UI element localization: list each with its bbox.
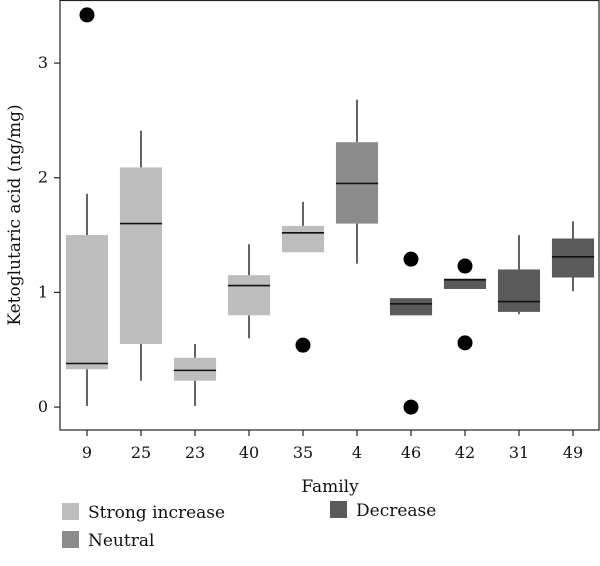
y-tick-label: 3 — [38, 53, 48, 72]
outlier-point — [457, 258, 473, 274]
x-tick-label: 25 — [131, 443, 151, 462]
box-9 — [65, 7, 109, 406]
legend-item: Strong increase — [62, 503, 225, 523]
outlier-point — [403, 399, 419, 415]
x-tick-label: 31 — [509, 443, 529, 462]
x-tick-label: 49 — [563, 443, 583, 462]
y-tick-label: 2 — [38, 168, 48, 187]
box-body — [389, 298, 433, 316]
box-body — [65, 235, 109, 370]
x-tick-label: 4 — [352, 443, 362, 462]
box-31 — [497, 235, 541, 315]
x-tick-label: 35 — [293, 443, 313, 462]
plot-area — [59, 0, 600, 431]
box-42 — [443, 258, 487, 351]
legend-swatch — [62, 503, 79, 520]
box-35 — [281, 201, 325, 353]
box-body — [173, 357, 217, 381]
box-body — [443, 278, 487, 289]
legend-label: Neutral — [88, 531, 154, 551]
x-tick-label: 42 — [455, 443, 475, 462]
legend-item: Neutral — [62, 531, 154, 551]
plot-frame — [59, 0, 600, 431]
x-axis: 9 25 23 40 35 4 46 42 31 49 — [82, 430, 583, 462]
box-40 — [227, 244, 271, 339]
box-46 — [389, 251, 433, 415]
legend-swatch — [62, 531, 79, 548]
x-axis-label: Family — [301, 477, 359, 497]
box-4 — [335, 99, 379, 264]
outlier-point — [457, 335, 473, 351]
y-axis: 0 1 2 3 — [38, 53, 60, 416]
outlier-point — [403, 251, 419, 267]
box-body — [119, 167, 163, 344]
outlier-point — [295, 337, 311, 353]
box-25 — [119, 130, 163, 381]
x-tick-label: 23 — [185, 443, 205, 462]
legend-label: Strong increase — [88, 503, 225, 523]
box-body — [281, 225, 325, 253]
box-23 — [173, 344, 217, 406]
y-axis-label: Ketoglutaric acid (ng/mg) — [5, 104, 25, 325]
outlier-point — [79, 7, 95, 23]
box-body — [497, 269, 541, 312]
y-tick-label: 0 — [38, 397, 48, 416]
x-tick-label: 40 — [239, 443, 259, 462]
box-body — [551, 238, 595, 278]
legend: Strong increase Neutral Decrease — [62, 501, 436, 551]
x-tick-label: 46 — [401, 443, 421, 462]
box-49 — [551, 221, 595, 292]
legend-item: Decrease — [330, 501, 436, 521]
legend-label: Decrease — [356, 501, 436, 521]
y-tick-label: 1 — [38, 282, 48, 301]
legend-swatch — [330, 501, 347, 518]
x-tick-label: 9 — [82, 443, 92, 462]
box-body — [227, 275, 271, 316]
